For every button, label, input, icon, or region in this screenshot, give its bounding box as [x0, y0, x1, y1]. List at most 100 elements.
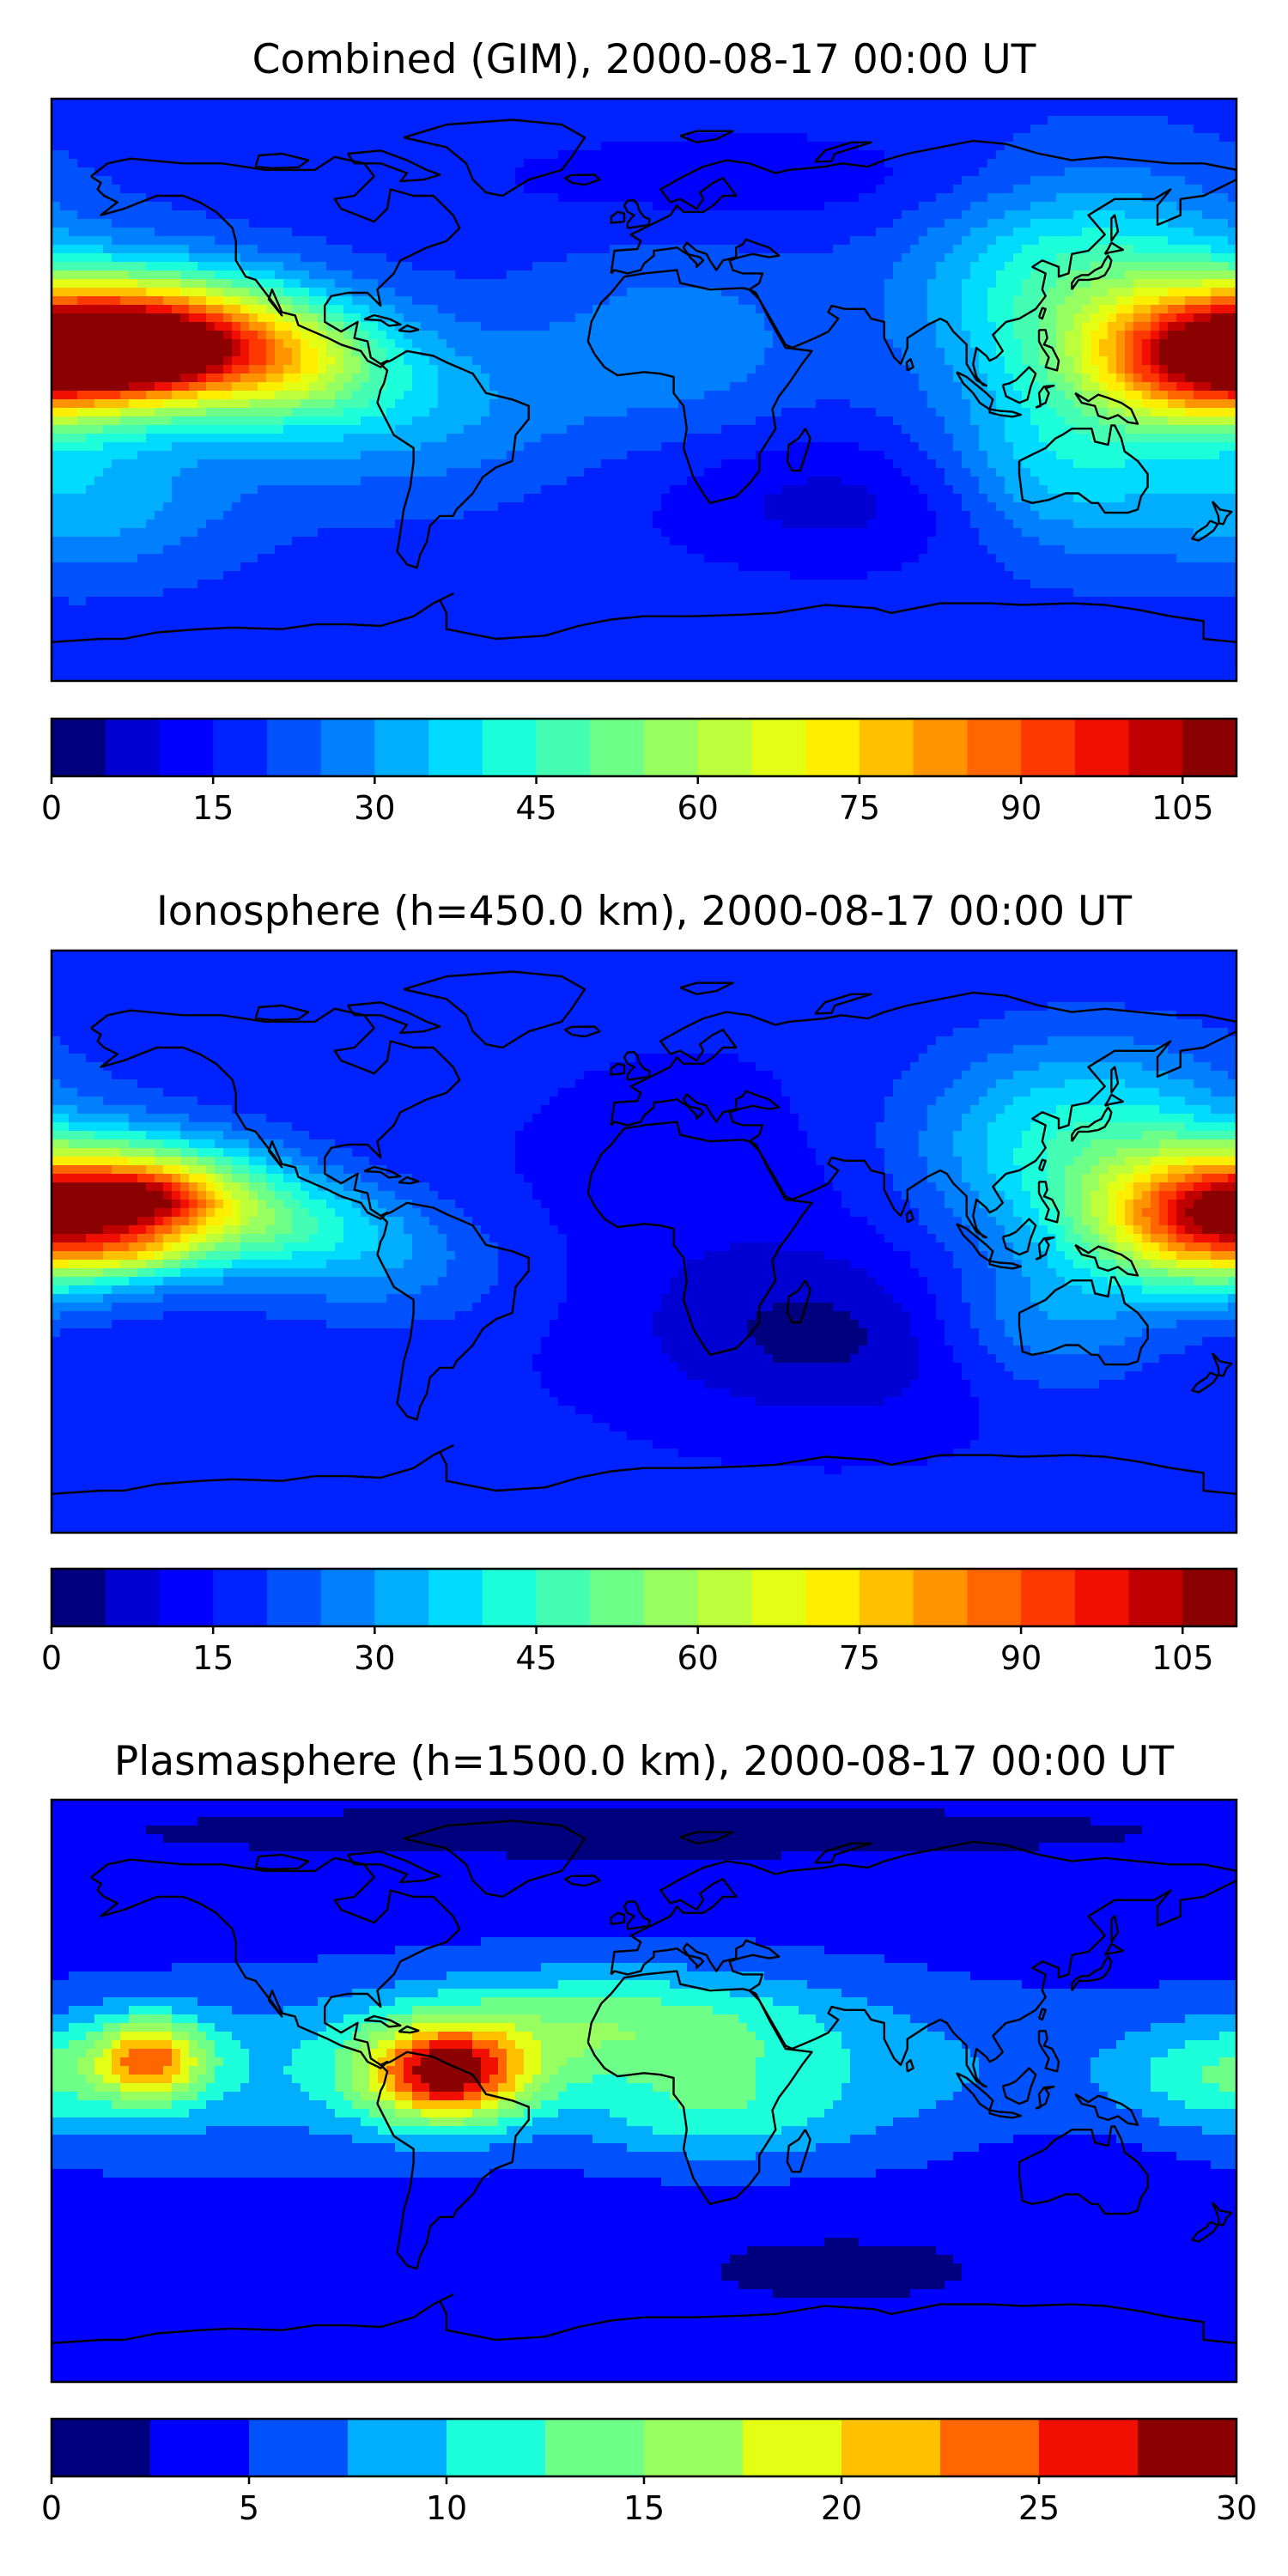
colorbar-level	[213, 719, 268, 776]
coastline-madagascar	[786, 1279, 811, 1324]
colorbar-level	[751, 1569, 806, 1626]
coastline-africa	[586, 269, 813, 504]
coastline-madagascar	[786, 2129, 811, 2173]
colorbar-tick-label: 30	[354, 1639, 395, 1677]
colorbar-level	[859, 719, 914, 776]
coastline-cuba	[363, 1165, 402, 1179]
coastline-sakhalin	[1110, 214, 1120, 242]
coastline-japan	[1071, 1955, 1113, 1991]
colorbar-tick-label: 30	[354, 789, 395, 827]
coastline-iceland	[563, 173, 601, 186]
coastline-borneo	[1001, 2067, 1037, 2105]
tec-field	[52, 99, 1236, 681]
coastline-baffin-island	[347, 149, 441, 183]
colorbar-level	[159, 1569, 214, 1626]
panel-title: Plasmasphere (h=1500.0 km), 2000-08-17 0…	[114, 1738, 1174, 1785]
colorbar: 0 5 10 15 20 25 30	[41, 2417, 1257, 2527]
panel-title: Combined (GIM), 2000-08-17 00:00 UT	[252, 36, 1036, 83]
coastline-sri-lanka	[905, 1209, 914, 1224]
coastline-sakhalin	[1110, 1066, 1120, 1094]
coastline-australia	[1018, 424, 1149, 514]
coastline-greenland	[403, 1820, 586, 1899]
colorbar-tick-label: 90	[1000, 789, 1042, 827]
colorbar-level	[805, 1569, 860, 1626]
coastlines	[52, 1820, 1236, 2366]
coastline-iceland	[563, 1874, 601, 1887]
colorbar-level	[105, 1569, 161, 1626]
colorbar-tick-label: 105	[1151, 789, 1214, 827]
colorbar-level	[697, 719, 753, 776]
coastline-new-zealand-south	[1191, 1371, 1219, 1394]
colorbar-level	[52, 1569, 106, 1626]
colorbar-frame	[50, 717, 1238, 778]
coastline-svalbard	[679, 1831, 734, 1845]
colorbar-level	[374, 1569, 429, 1626]
coastlines	[52, 118, 1236, 665]
coastline-victoria-island	[254, 1853, 310, 1871]
map-frame	[50, 1798, 1238, 2384]
colorbar-level	[697, 1569, 753, 1626]
colorbar-level	[159, 719, 214, 776]
colorbar-level	[1138, 2419, 1237, 2476]
colorbar-level	[967, 719, 1022, 776]
panel-title: Ionosphere (h=450.0 km), 2000-08-17 00:0…	[156, 888, 1132, 935]
coastline-sulawesi	[1035, 1236, 1055, 1261]
tec-field	[52, 1800, 1236, 2382]
colorbar: 0 15 30 45 60 75 90 105	[41, 1567, 1238, 1677]
coastline-java	[988, 1260, 1023, 1270]
colorbar-level	[105, 719, 161, 776]
colorbar-tick-label: 15	[192, 789, 234, 827]
coastlines	[52, 970, 1236, 1517]
colorbar-level	[743, 2419, 842, 2476]
coastline-japan	[1071, 1106, 1113, 1142]
colorbar-level	[1182, 1569, 1237, 1626]
colorbar-level	[913, 1569, 968, 1626]
colorbar-tick-label: 5	[239, 2489, 259, 2527]
coastline-baffin-island	[347, 1850, 441, 1884]
coastline-great-britain	[623, 1900, 651, 1930]
coastline-ireland	[610, 1062, 626, 1076]
coastline-sulawesi	[1035, 2085, 1055, 2110]
coastline-antarctica	[52, 592, 1236, 665]
colorbar-level	[841, 2419, 941, 2476]
coastline-greenland	[403, 118, 586, 197]
colorbar-tick-label: 20	[821, 2489, 862, 2527]
coastline-japan	[1071, 254, 1113, 290]
coastline-great-britain	[623, 199, 651, 229]
coastline-hispaniola	[398, 2025, 420, 2034]
colorbar-level	[320, 1569, 375, 1626]
colorbar-level	[249, 2419, 349, 2476]
colorbar-level	[1021, 719, 1076, 776]
coastline-taiwan	[1037, 307, 1047, 320]
colorbar-level	[940, 2419, 1040, 2476]
coastline-new-zealand-south	[1191, 519, 1219, 542]
coastline-philippines	[1037, 2030, 1060, 2073]
coastline-sri-lanka	[905, 2058, 914, 2073]
coastline-philippines	[1037, 329, 1060, 372]
colorbar-level	[266, 719, 322, 776]
coastline-hokkaido	[1103, 1093, 1125, 1107]
colorbar-tick-label: 60	[677, 1639, 719, 1677]
coastline-north-america	[90, 1856, 461, 2069]
coastline-novaya-zemlya	[814, 993, 872, 1015]
panel-ionosphere: Ionosphere (h=450.0 km), 2000-08-17 00:0…	[41, 888, 1238, 1677]
coastline-africa	[586, 1970, 813, 2206]
colorbar-level	[913, 719, 968, 776]
coastline-svalbard	[679, 981, 734, 996]
colorbar-level	[859, 1569, 914, 1626]
colorbar-level	[1021, 1569, 1076, 1626]
coastline-sulawesi	[1035, 384, 1055, 409]
colorbar-level	[590, 719, 645, 776]
colorbar-tick-label: 45	[515, 789, 556, 827]
coastline-taiwan	[1037, 1158, 1047, 1172]
colorbar-level	[1039, 2419, 1139, 2476]
coastline-cuba	[363, 2014, 402, 2028]
colorbar-level	[590, 1569, 645, 1626]
coastline-new-guinea	[1074, 392, 1139, 425]
coastline-australia	[1018, 1276, 1149, 1366]
colorbar-level	[150, 2419, 250, 2476]
coastline-novaya-zemlya	[814, 141, 872, 163]
colorbar-level	[536, 719, 591, 776]
coastline-taiwan	[1037, 2008, 1047, 2021]
coastline-new-zealand-north	[1211, 1352, 1233, 1377]
